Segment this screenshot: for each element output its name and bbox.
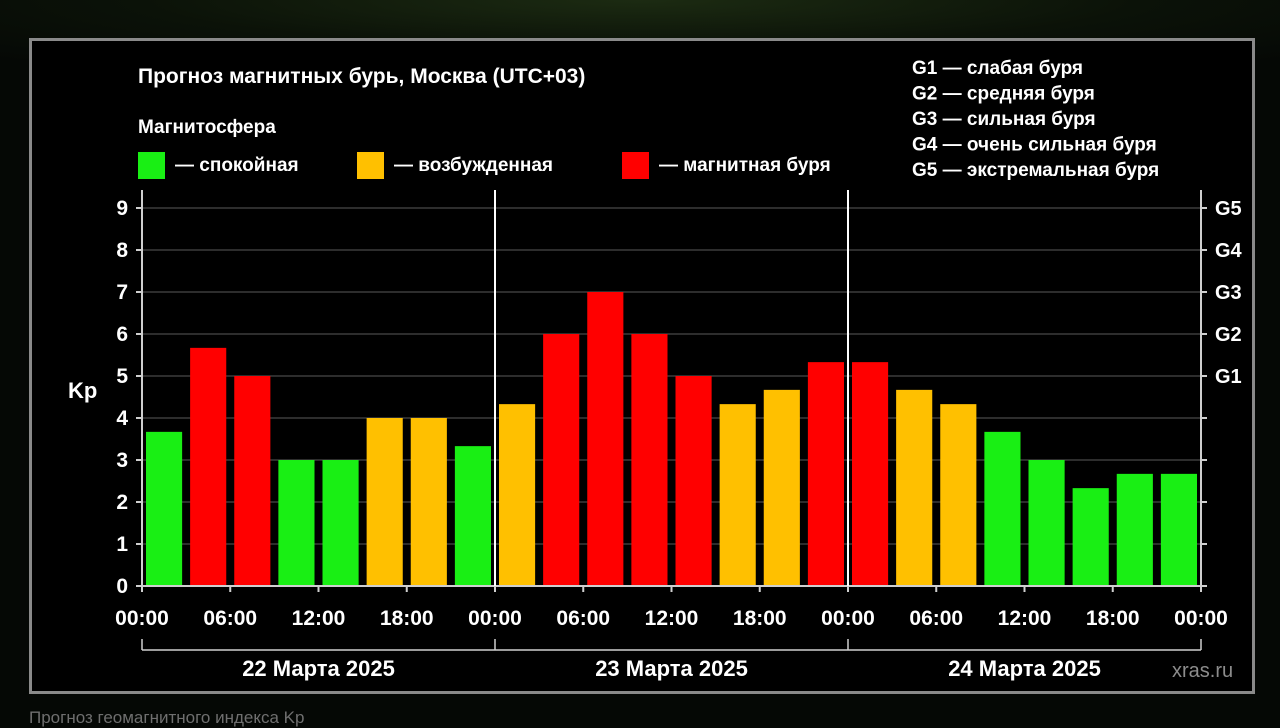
kp-bar xyxy=(234,376,271,586)
legend-label: — магнитная буря xyxy=(659,155,831,176)
y-tick-label: 5 xyxy=(116,365,128,388)
kp-bar xyxy=(499,404,536,586)
x-tick-label: 06:00 xyxy=(909,607,963,630)
y-tick-label: 4 xyxy=(116,407,128,430)
y-tick-label: 9 xyxy=(116,197,128,220)
kp-bar xyxy=(631,334,668,586)
kp-bar xyxy=(322,460,359,586)
kp-bar xyxy=(1028,460,1065,586)
day-label: 23 Марта 2025 xyxy=(595,656,748,681)
x-tick-label: 00:00 xyxy=(821,607,875,630)
kp-bar xyxy=(190,347,227,586)
g-tick-label: G4 xyxy=(1215,240,1243,262)
x-tick-label: 00:00 xyxy=(468,607,522,630)
kp-bar xyxy=(366,418,403,586)
image-caption: Прогноз геомагнитного индекса Kp xyxy=(29,708,305,727)
kp-bar xyxy=(1072,488,1109,586)
y-tick-label: 8 xyxy=(116,239,128,262)
watermark: xras.ru xyxy=(1172,660,1233,682)
legend-swatch xyxy=(622,152,649,179)
kp-bar xyxy=(984,431,1021,586)
kp-bar xyxy=(807,362,844,586)
kp-chart: Прогноз магнитных бурь, Москва (UTC+03) М… xyxy=(68,58,1243,682)
storm-legend-item: G2 — средняя буря xyxy=(912,84,1095,105)
kp-bar xyxy=(940,404,977,586)
x-tick-label: 18:00 xyxy=(380,607,434,630)
kp-bar xyxy=(278,460,315,586)
x-tick-label: 00:00 xyxy=(115,607,169,630)
kp-bar xyxy=(852,362,889,586)
day-label: 24 Марта 2025 xyxy=(948,656,1101,681)
g-tick-label: G1 xyxy=(1215,366,1242,388)
g-tick-label: G5 xyxy=(1215,198,1242,220)
x-tick-label: 12:00 xyxy=(292,607,346,630)
storm-legend-item: G4 — очень сильная буря xyxy=(912,135,1157,156)
legend-label: — возбужденная xyxy=(394,155,553,176)
y-tick-label: 7 xyxy=(116,281,128,304)
chart-title: Прогноз магнитных бурь, Москва (UTC+03) xyxy=(138,65,585,88)
x-tick-label: 18:00 xyxy=(733,607,787,630)
kp-bar xyxy=(587,292,624,586)
x-tick-label: 06:00 xyxy=(556,607,610,630)
storm-legend-item: G3 — сильная буря xyxy=(912,109,1096,130)
x-tick-label: 12:00 xyxy=(998,607,1052,630)
kp-bar xyxy=(763,389,800,586)
y-axis-label: Kp xyxy=(68,378,97,403)
kp-bar xyxy=(675,376,712,586)
x-tick-label: 00:00 xyxy=(1174,607,1228,630)
y-tick-label: 6 xyxy=(116,323,128,346)
x-tick-label: 06:00 xyxy=(203,607,257,630)
legend-swatch xyxy=(138,152,165,179)
y-tick-label: 3 xyxy=(116,449,128,472)
kp-bar xyxy=(1160,473,1197,586)
kp-bar xyxy=(543,334,580,586)
kp-bar xyxy=(146,431,183,586)
kp-bar xyxy=(454,446,491,586)
x-tick-label: 12:00 xyxy=(645,607,699,630)
y-tick-label: 1 xyxy=(116,533,128,556)
g-tick-label: G3 xyxy=(1215,282,1242,304)
storm-legend-item: G1 — слабая буря xyxy=(912,58,1083,79)
kp-bar xyxy=(410,418,447,586)
legend-title: Магнитосфера xyxy=(138,117,276,138)
legend-label: — спокойная xyxy=(175,155,299,176)
kp-bar xyxy=(896,389,933,586)
y-tick-label: 0 xyxy=(116,575,128,598)
chart-panel: Прогноз магнитных бурь, Москва (UTC+03) М… xyxy=(29,38,1255,694)
x-tick-label: 18:00 xyxy=(1086,607,1140,630)
kp-bar xyxy=(719,404,756,586)
kp-bar xyxy=(1116,473,1153,586)
legend-swatch xyxy=(357,152,384,179)
y-tick-label: 2 xyxy=(116,491,128,514)
storm-legend-item: G5 — экстремальная буря xyxy=(912,160,1159,181)
day-label: 22 Марта 2025 xyxy=(242,656,395,681)
g-tick-label: G2 xyxy=(1215,324,1242,346)
